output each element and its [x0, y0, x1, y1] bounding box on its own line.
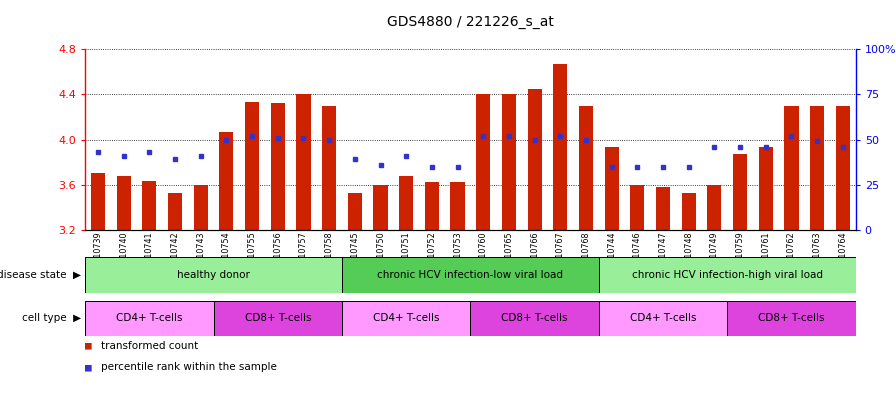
Bar — [342, 301, 470, 336]
Bar — [342, 257, 599, 293]
Text: CD8+ T-cells: CD8+ T-cells — [502, 313, 568, 323]
Text: ■: ■ — [85, 362, 92, 373]
Bar — [194, 185, 208, 230]
Text: CD4+ T-cells: CD4+ T-cells — [373, 313, 439, 323]
Bar — [374, 185, 388, 230]
Bar — [810, 106, 824, 230]
Bar — [579, 106, 593, 230]
Bar — [728, 301, 856, 336]
Bar — [605, 147, 619, 230]
Bar — [707, 185, 721, 230]
Text: CD4+ T-cells: CD4+ T-cells — [116, 313, 183, 323]
Bar — [220, 132, 234, 230]
Bar — [682, 193, 696, 230]
Bar — [599, 257, 856, 293]
Bar — [348, 193, 362, 230]
Bar — [142, 181, 157, 230]
Bar — [425, 182, 439, 230]
Text: healthy donor: healthy donor — [177, 270, 250, 280]
Text: GDS4880 / 221226_s_at: GDS4880 / 221226_s_at — [387, 15, 554, 29]
Bar — [784, 106, 798, 230]
Text: chronic HCV infection-high viral load: chronic HCV infection-high viral load — [632, 270, 823, 280]
Text: cell type  ▶: cell type ▶ — [22, 313, 81, 323]
Text: ■: ■ — [85, 341, 92, 351]
Bar — [528, 89, 542, 230]
Bar — [553, 64, 567, 230]
Text: percentile rank within the sample: percentile rank within the sample — [101, 362, 277, 373]
Bar — [733, 154, 747, 230]
Bar — [599, 301, 728, 336]
Text: transformed count: transformed count — [101, 341, 199, 351]
Bar — [470, 301, 599, 336]
Bar — [656, 187, 670, 230]
Bar — [116, 176, 131, 230]
Bar — [476, 94, 490, 230]
Bar — [836, 106, 850, 230]
Text: CD8+ T-cells: CD8+ T-cells — [758, 313, 824, 323]
Bar — [502, 94, 516, 230]
Bar — [297, 94, 311, 230]
Bar — [245, 102, 259, 230]
Text: CD4+ T-cells: CD4+ T-cells — [630, 313, 696, 323]
Bar — [90, 173, 105, 230]
Bar — [271, 103, 285, 230]
Bar — [630, 185, 644, 230]
Bar — [168, 193, 182, 230]
Bar — [399, 176, 413, 230]
Bar — [759, 147, 773, 230]
Bar — [213, 301, 342, 336]
Bar — [451, 182, 465, 230]
Bar — [85, 301, 213, 336]
Text: chronic HCV infection-low viral load: chronic HCV infection-low viral load — [377, 270, 564, 280]
Text: disease state  ▶: disease state ▶ — [0, 270, 81, 280]
Text: CD8+ T-cells: CD8+ T-cells — [245, 313, 311, 323]
Bar — [322, 106, 336, 230]
Bar — [85, 257, 342, 293]
